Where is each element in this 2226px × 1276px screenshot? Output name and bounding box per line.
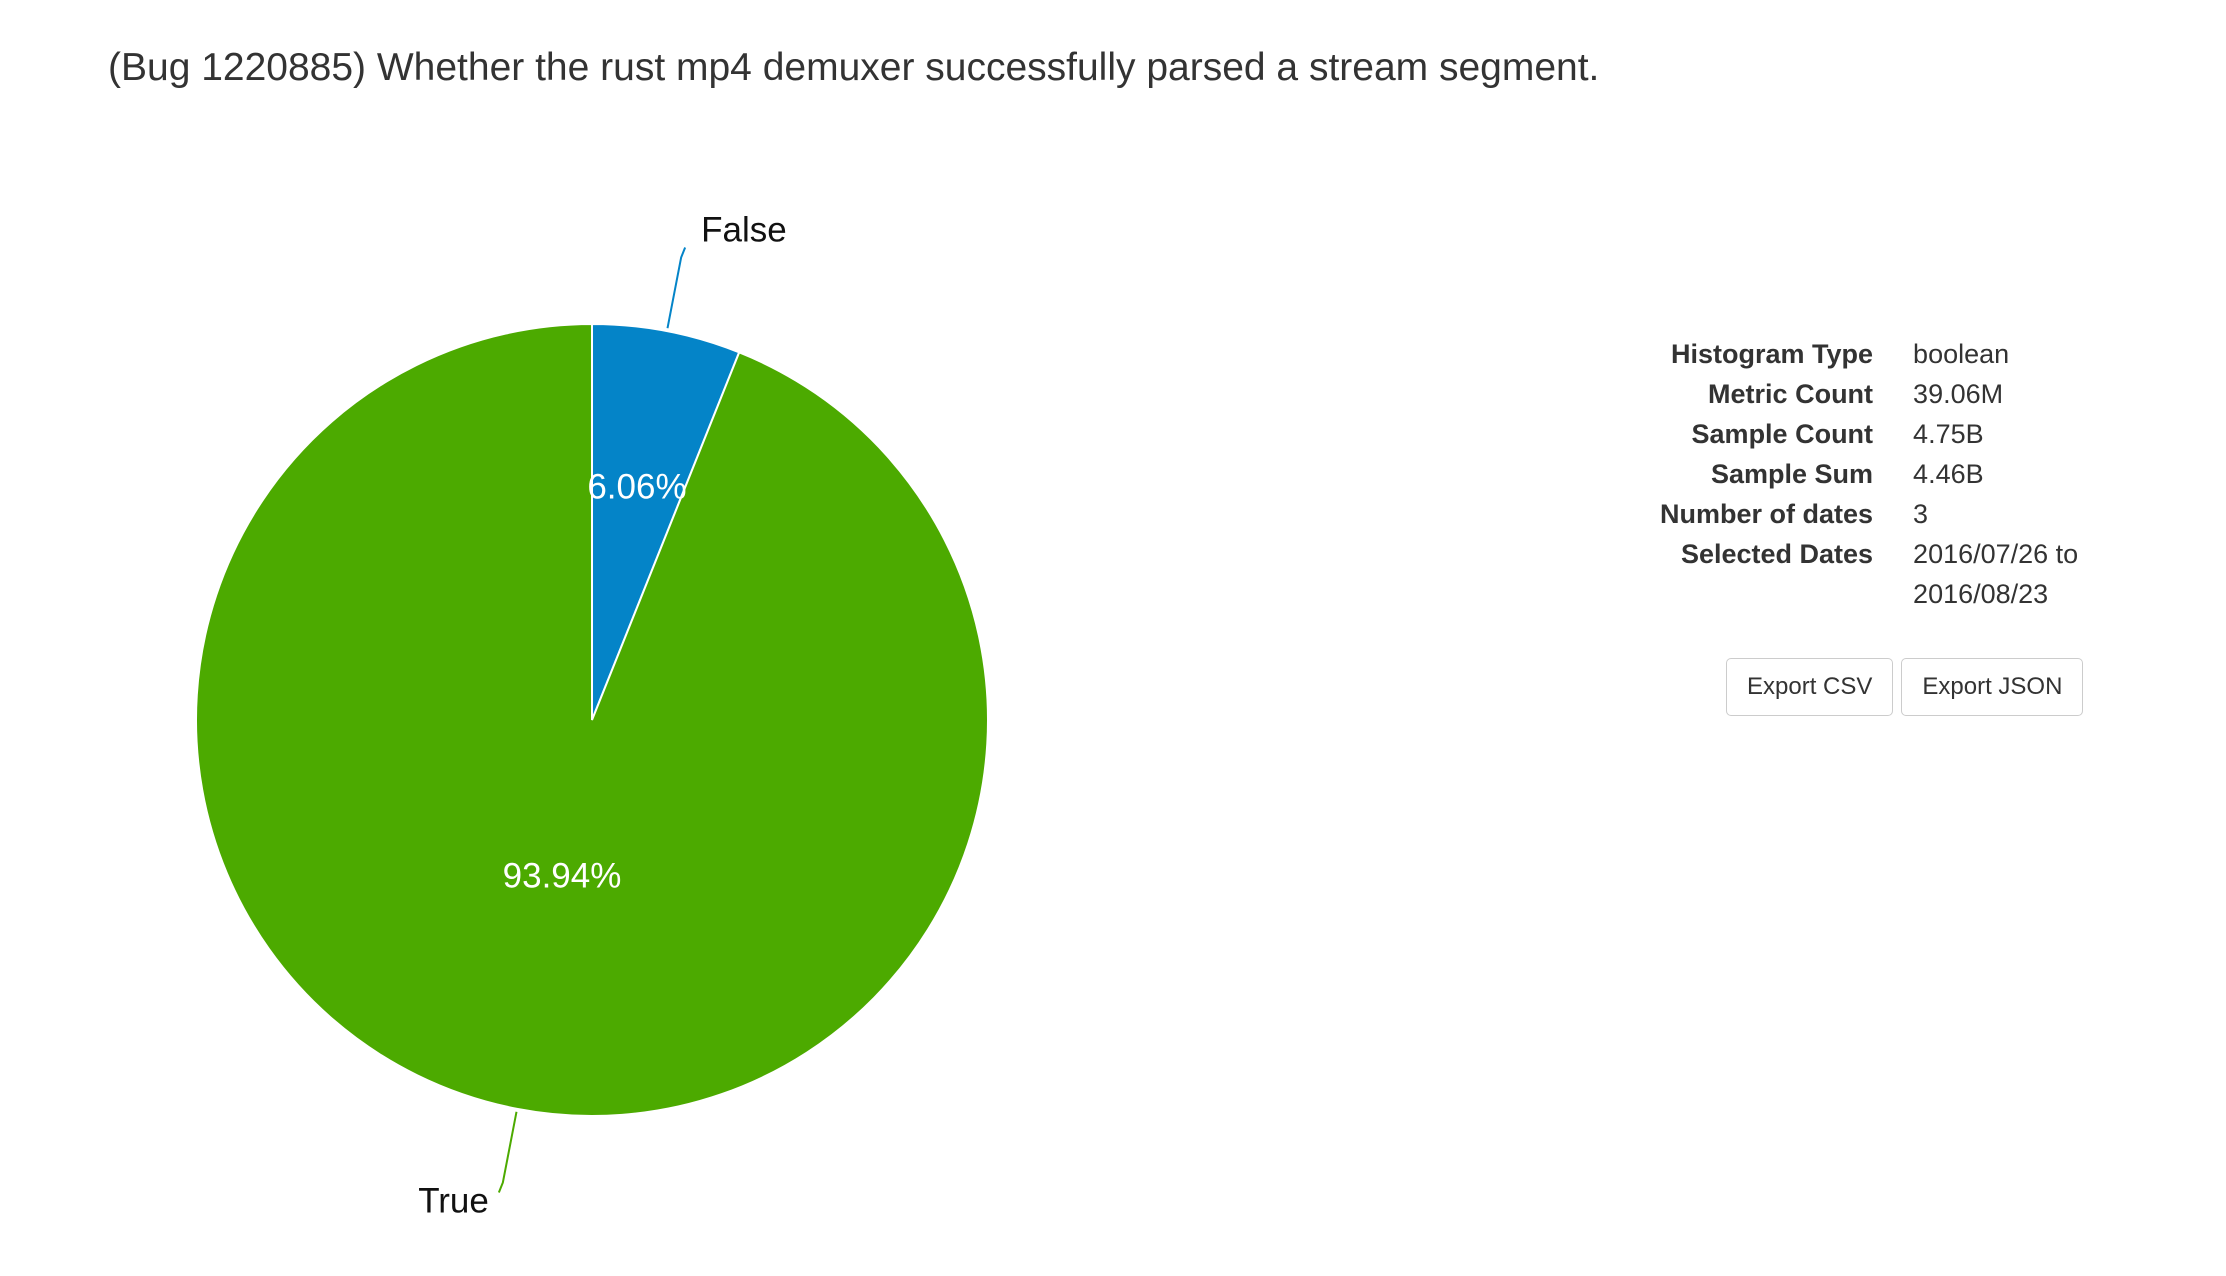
export-csv-button[interactable]: Export CSV: [1726, 658, 1894, 716]
detail-value: 39.06M: [1913, 379, 2004, 409]
export-buttons: Export CSV Export JSON: [1726, 658, 2084, 716]
pie-leader-line-true: [497, 1111, 518, 1193]
detail-key: Selected Dates: [1680, 539, 1874, 569]
detail-value: 4.46B: [1913, 459, 1984, 489]
pie-slice-true: [195, 322, 989, 1117]
detail-row-selected-dates: Selected Dates 2016/07/26 to 2016/08/23: [1660, 534, 2113, 614]
detail-key: Number of dates: [1660, 499, 1874, 529]
pie-category-label-true: True: [418, 1181, 489, 1220]
chart-title: (Bug 1220885) Whether the rust mp4 demux…: [108, 46, 1600, 89]
pie-leader-line-false: [666, 247, 687, 329]
detail-row-sample-count: Sample Count 4.75B: [1660, 414, 2113, 454]
pie-percent-label-false: 6.06%: [587, 468, 686, 507]
pie-labels: 6.06% False 93.94% True: [418, 211, 787, 1221]
pie-category-label-false: False: [701, 211, 787, 250]
pie-slice-false: [591, 322, 741, 721]
detail-row-number-of-dates: Number of dates 3: [1660, 494, 2113, 534]
detail-value: 2016/07/26 to 2016/08/23: [1913, 539, 2079, 609]
detail-key: Metric Count: [1708, 379, 1874, 409]
detail-row-metric-count: Metric Count 39.06M: [1660, 374, 2113, 414]
export-json-button[interactable]: Export JSON: [1901, 658, 2084, 716]
pie-chart: 6.06% False 93.94% True: [195, 211, 989, 1221]
detail-key: Histogram Type: [1671, 339, 1874, 369]
detail-key: Sample Count: [1691, 419, 1874, 449]
detail-row-sample-sum: Sample Sum 4.46B: [1660, 454, 2113, 494]
detail-value: boolean: [1913, 339, 2010, 369]
detail-row-histogram-type: Histogram Type boolean: [1660, 334, 2113, 374]
pie-percent-label-true: 93.94%: [503, 857, 622, 896]
pie-leader-lines: [497, 247, 687, 1193]
detail-key: Sample Sum: [1710, 459, 1874, 489]
histogram-details: Histogram Type boolean Metric Count 39.0…: [1660, 334, 2113, 614]
pie-slices: [195, 322, 989, 1117]
detail-value: 3: [1913, 499, 1929, 529]
detail-value: 4.75B: [1913, 419, 1984, 449]
